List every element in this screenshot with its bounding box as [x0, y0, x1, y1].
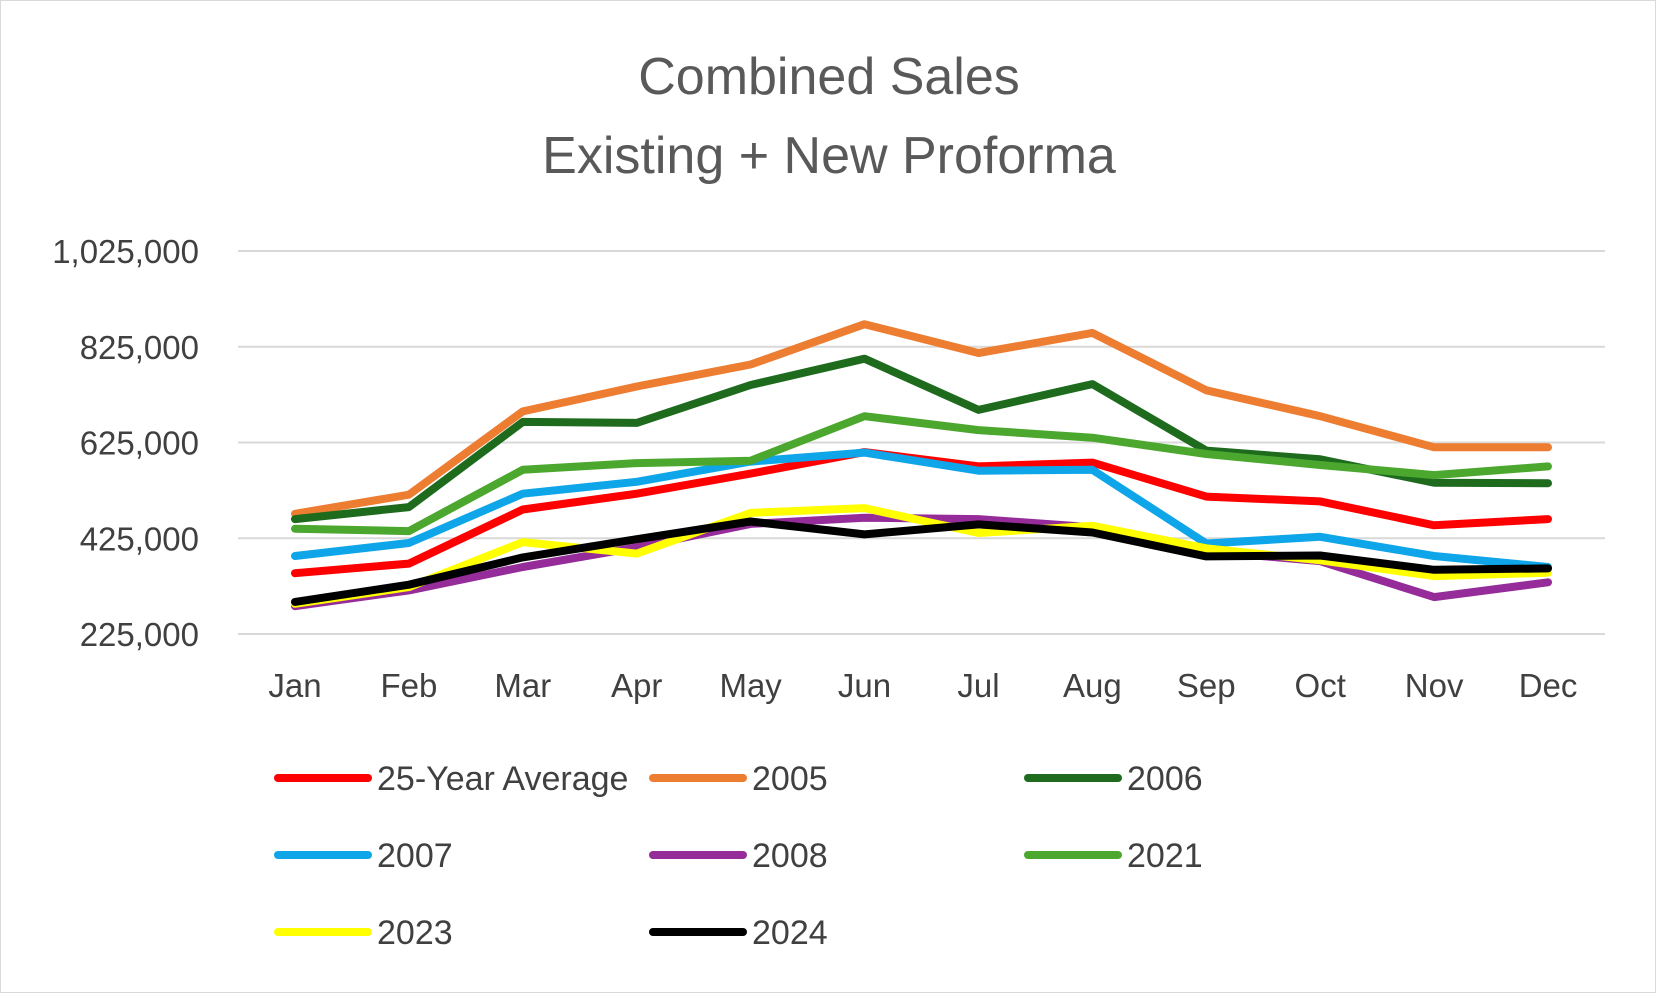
series-line-2023: [291, 504, 1552, 608]
x-tick-label: Feb: [380, 667, 437, 704]
x-tick-label: Jul: [957, 667, 999, 704]
legend-item-2008: 2008: [649, 837, 828, 875]
legend-label: 2021: [1127, 837, 1203, 875]
legend-label: 25-Year Average: [377, 760, 628, 798]
y-tick-label: 425,000: [80, 520, 199, 557]
legend-item-2006: 2006: [1024, 760, 1203, 798]
legend-label: 2008: [752, 837, 828, 875]
legend-item-2024: 2024: [649, 914, 828, 952]
y-tick-label: 225,000: [80, 616, 199, 653]
y-tick-label: 625,000: [80, 425, 199, 462]
legend: 25-Year Average 2005 2006 2007 2008 2021 2023 2…: [274, 760, 1203, 952]
legend-item-2005: 2005: [649, 760, 828, 798]
x-tick-label: Aug: [1063, 667, 1122, 704]
x-tick-label: Mar: [494, 667, 551, 704]
chart-title: Combined Sales Existing + New Proforma: [542, 48, 1116, 185]
x-tick-label: Jun: [838, 667, 891, 704]
x-axis: Jan Feb Mar Apr May Jun Jul Aug Sep Oct Nov Dec: [268, 667, 1577, 704]
series-line-2021: [291, 412, 1552, 536]
y-tick-label: 825,000: [80, 329, 199, 366]
series-line-2024: [291, 517, 1552, 606]
legend-item-2023: 2023: [274, 914, 453, 952]
x-tick-label: Jan: [268, 667, 321, 704]
legend-label: 2005: [752, 760, 828, 798]
series-lines: [291, 320, 1552, 611]
y-tick-label: 1,025,000: [52, 233, 199, 270]
legend-label: 2024: [752, 914, 828, 952]
y-axis: 1,025,000 825,000 625,000 425,000 225,000: [52, 233, 199, 653]
x-tick-label: Nov: [1405, 667, 1464, 704]
chart-title-line-2: Existing + New Proforma: [542, 127, 1116, 185]
legend-label: 2006: [1127, 760, 1203, 798]
legend-item-2007: 2007: [274, 837, 453, 875]
series-line-2005: [291, 320, 1552, 518]
x-tick-label: Oct: [1295, 667, 1346, 704]
legend-label: 2007: [377, 837, 453, 875]
legend-label: 2023: [377, 914, 453, 952]
legend-item-2021: 2021: [1024, 837, 1203, 875]
series-line-2007: [291, 448, 1552, 571]
x-tick-label: Dec: [1519, 667, 1578, 704]
legend-item-25-year-average: 25-Year Average: [274, 760, 628, 798]
x-tick-label: May: [719, 667, 782, 704]
x-tick-label: Apr: [611, 667, 662, 704]
chart-title-line-1: Combined Sales: [638, 48, 1020, 106]
x-tick-label: Sep: [1177, 667, 1236, 704]
